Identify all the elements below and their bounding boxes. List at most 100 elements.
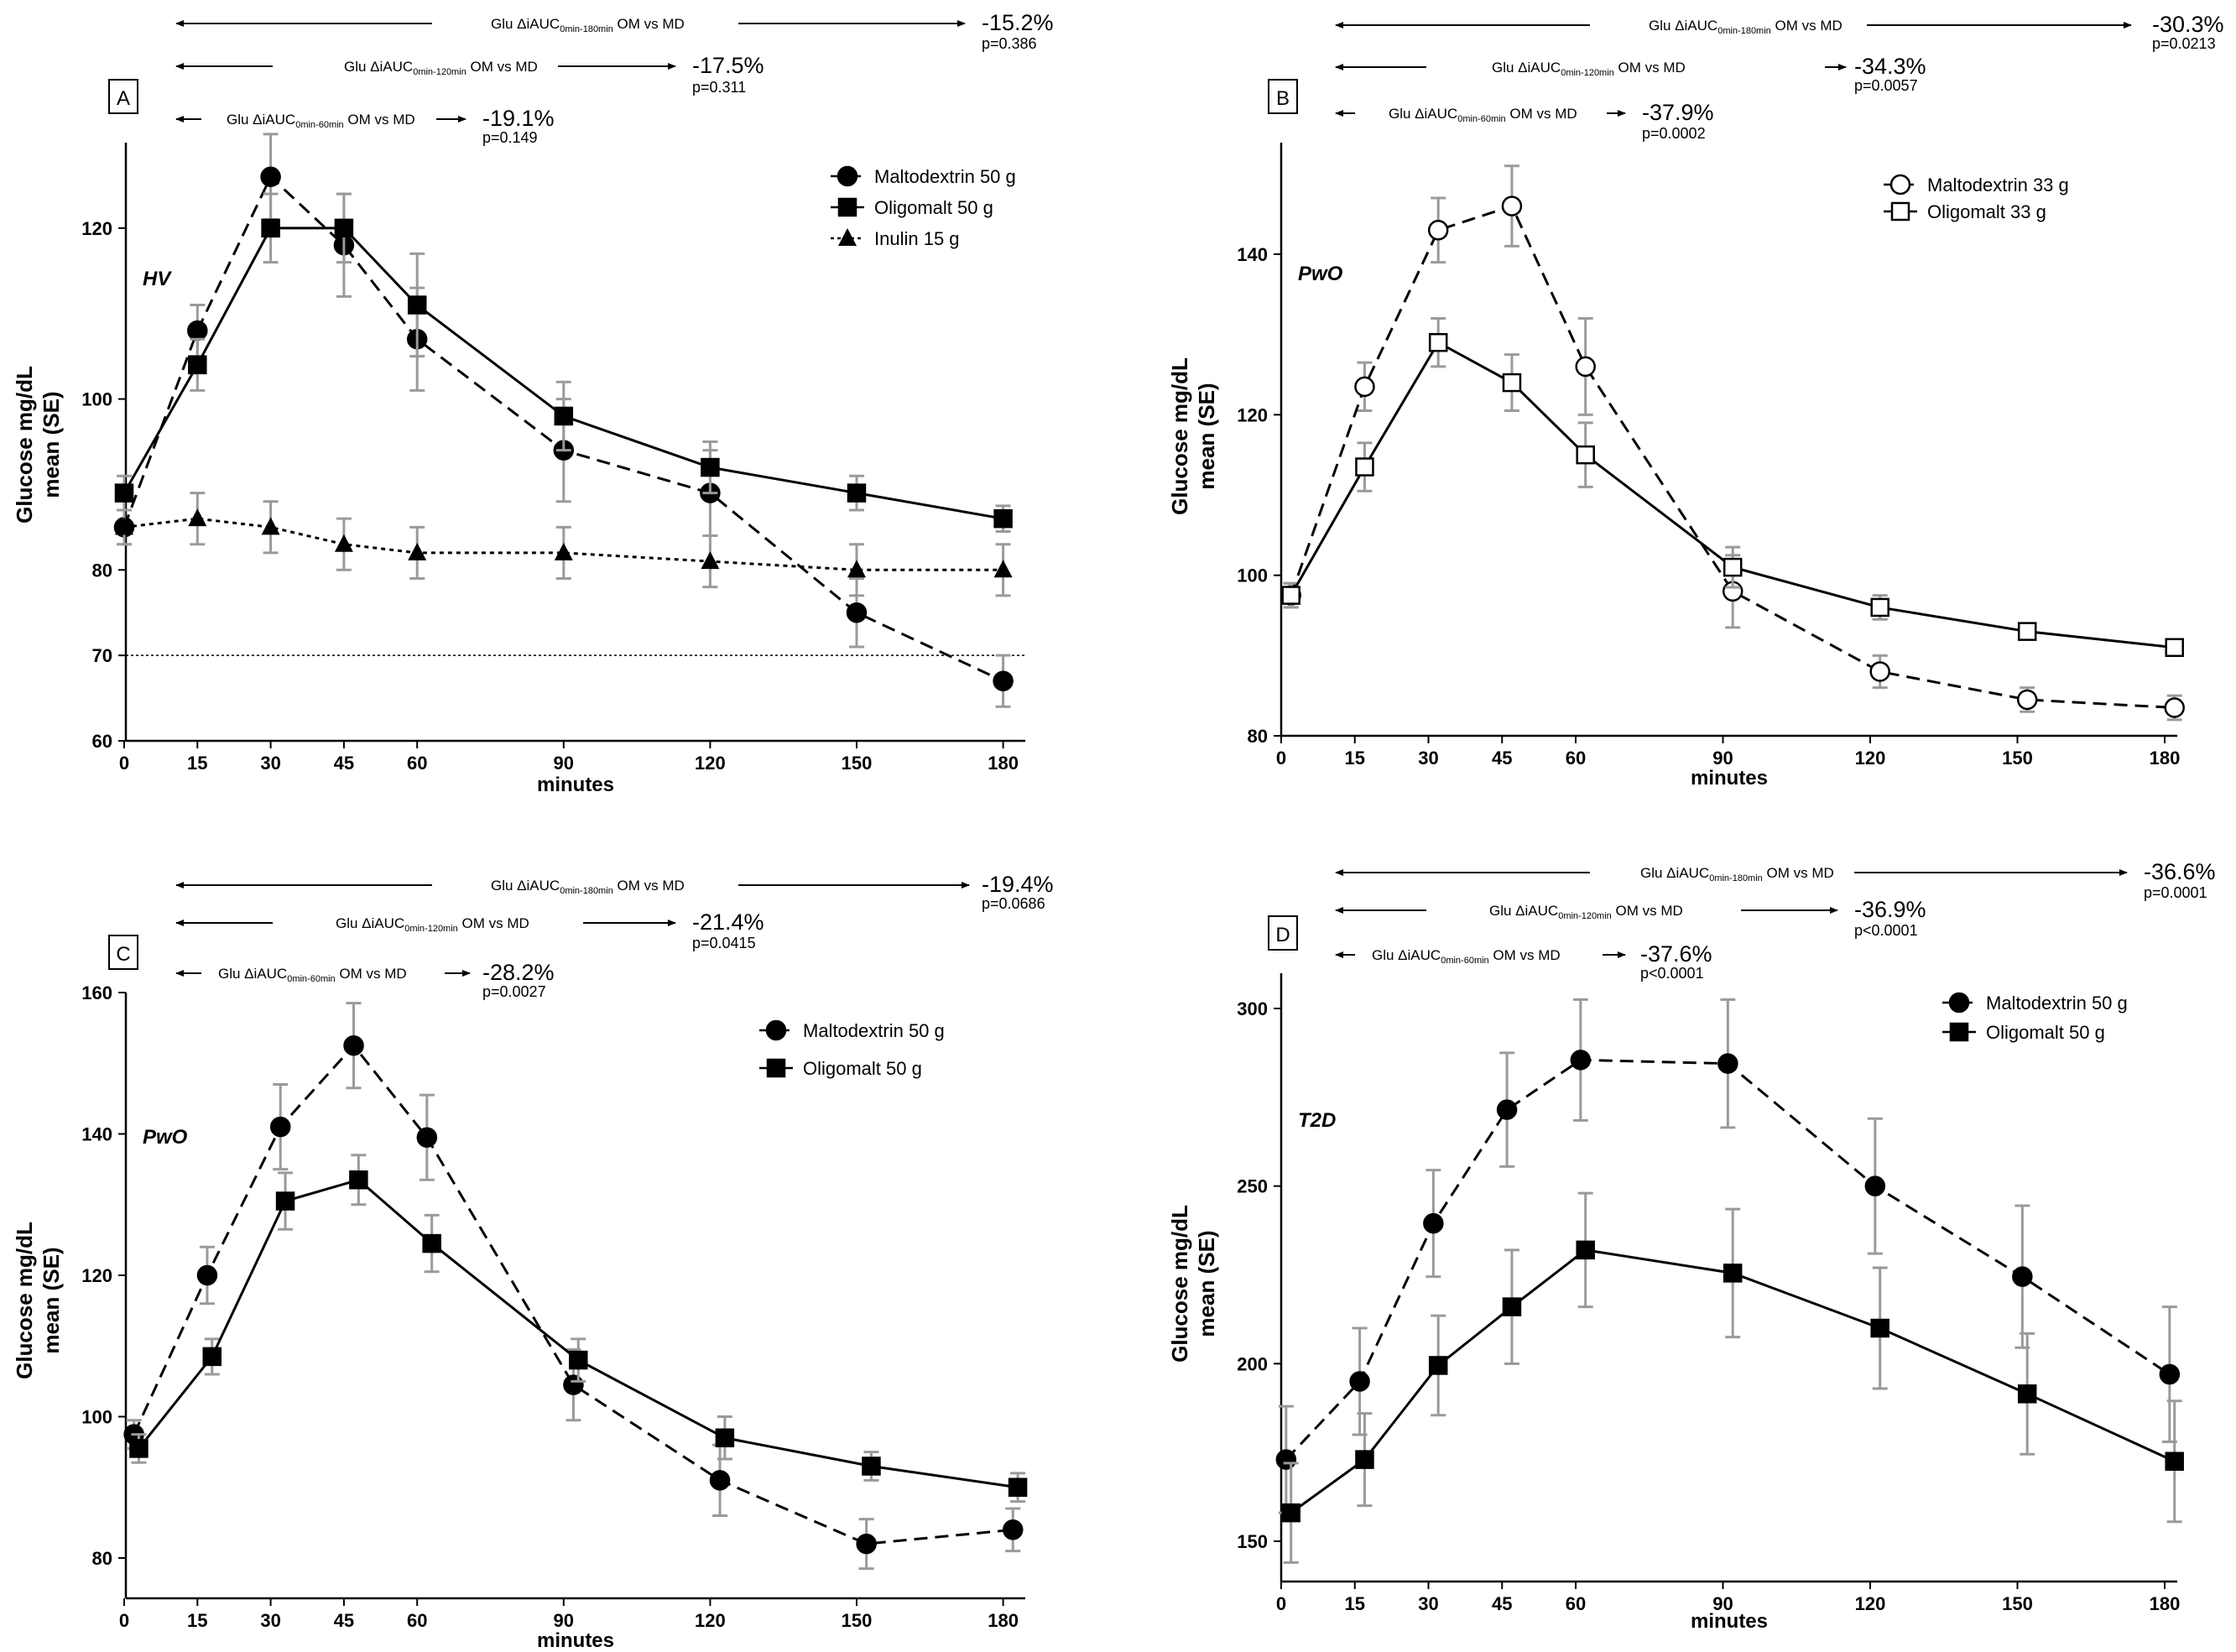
label-prefix: Glu ΔiAUC <box>491 16 560 32</box>
label-prefix: Glu ΔiAUC <box>344 59 413 75</box>
comparison-pct: -19.4% <box>982 872 1054 897</box>
data-point <box>1275 1449 1297 1470</box>
legend-item: Maltodextrin 50 g <box>1942 992 2128 1014</box>
data-point <box>1002 1519 1024 1540</box>
data-point <box>1281 586 1300 605</box>
data-point <box>1870 1318 1889 1338</box>
label-sub: 0min-180min <box>560 24 613 34</box>
data-point <box>2165 638 2184 658</box>
x-tick-label: 30 <box>260 1610 280 1631</box>
y-tick-label: 160 <box>81 982 112 1003</box>
y-tick-label: 300 <box>1237 998 1268 1019</box>
y-axis-label-line2: mean (SE) <box>1194 383 1219 489</box>
data-point <box>1349 1371 1370 1392</box>
comparison-p: p=0.0002 <box>1642 125 1706 142</box>
comparison-p: p=0.386 <box>982 35 1037 52</box>
data-point <box>1281 1503 1300 1523</box>
comparison-p: p=0.311 <box>692 79 746 96</box>
legend-item: Oligomalt 50 g <box>1942 1022 2105 1043</box>
data-point <box>1501 195 1523 216</box>
comparison-p: p<0.0001 <box>1854 922 1918 939</box>
comparison-0: Glu ΔiAUC0min-60min OM vs MD -37.6%p<0.00… <box>1335 941 1712 982</box>
label-prefix: Glu ΔiAUC <box>1372 947 1441 963</box>
comparison-pct: -19.1% <box>482 106 555 131</box>
panel-letter: C <box>116 943 130 966</box>
legend-label: Maltodextrin 33 g <box>1927 175 2069 195</box>
x-tick-label: 45 <box>334 753 354 774</box>
comparison-1: Glu ΔiAUC0min-120min OM vs MD -21.4%p=0.0… <box>175 909 764 951</box>
label-sub: 0min-60min <box>295 120 343 130</box>
x-tick-label: 60 <box>407 1610 427 1631</box>
comparison-p: p=0.0686 <box>982 895 1045 912</box>
data-point <box>114 483 134 503</box>
chart-panel-d: 0 15 30 45 60 90 120 150 180 150 200 250 300 minutes G… <box>1167 859 2216 1633</box>
data-point <box>1428 332 1448 352</box>
data-point <box>1575 356 1596 378</box>
data-point <box>993 508 1013 529</box>
label-suffix: OM vs MD <box>344 112 415 128</box>
data-point <box>261 517 280 535</box>
y-axis-label: Glucose mg/dLmean (SE) <box>1167 1205 1219 1363</box>
legend-marker <box>1948 992 1970 1014</box>
label-suffix: OM vs MD <box>1763 865 1834 881</box>
x-tick-label: 0 <box>1276 748 1286 769</box>
label-sub: 0min-180min <box>1709 873 1763 883</box>
comparison-pct: -34.3% <box>1854 54 1926 79</box>
series-line <box>133 1043 1014 1545</box>
data-point <box>416 1127 438 1148</box>
data-point <box>993 670 1014 691</box>
data-point <box>408 542 427 560</box>
comparison-label: Glu ΔiAUC0min-60min OM vs MD <box>1372 947 1561 966</box>
comparison-label: Glu ΔiAUC0min-180min OM vs MD <box>491 878 685 896</box>
data-point <box>715 1428 735 1448</box>
data-point <box>188 355 207 375</box>
comparison-p: p=0.0027 <box>482 983 546 1000</box>
comparison-2: Glu ΔiAUC0min-180min OM vs MD -36.6%p=0.0… <box>1335 859 2216 901</box>
y-tick-label: 80 <box>92 1548 112 1569</box>
data-point <box>2164 697 2185 718</box>
data-point <box>1355 457 1374 477</box>
data-point <box>343 1034 364 1056</box>
chart-panel-a: 0 15 30 45 60 90 120 150 180 60 70 80 100 120 minutes G… <box>12 10 1054 796</box>
label-sub: 0min-60min <box>1441 956 1488 966</box>
data-point <box>2016 689 2038 711</box>
label-suffix: OM vs MD <box>458 915 529 931</box>
label-sub: 0min-60min <box>287 974 335 984</box>
data-point <box>846 602 868 623</box>
y-tick-label: 100 <box>1237 565 1268 586</box>
label-prefix: Glu ΔiAUC <box>227 112 295 128</box>
label-suffix: OM vs MD <box>1506 106 1577 122</box>
x-tick-label: 45 <box>334 1610 354 1631</box>
series-2 <box>115 492 1013 597</box>
data-point <box>1576 445 1595 465</box>
panel-letter-box <box>1268 79 1298 114</box>
x-tick-label: 60 <box>407 753 427 774</box>
data-point <box>115 517 133 535</box>
legend-label: Oligomalt 33 g <box>1927 201 2046 222</box>
panel-letter: B <box>1276 87 1290 110</box>
y-tick-label: 120 <box>81 1265 112 1286</box>
comparison-pct: -36.6% <box>2144 859 2216 884</box>
x-tick-label: 120 <box>695 753 726 774</box>
legend-item: Oligomalt 50 g <box>759 1058 922 1079</box>
data-point <box>1008 1477 1028 1497</box>
y-tick-label: 80 <box>92 560 112 581</box>
data-point <box>1723 1264 1743 1283</box>
x-tick-label: 30 <box>260 753 280 774</box>
data-point <box>196 1264 218 1286</box>
x-tick-label: 180 <box>988 753 1019 774</box>
legend-marker <box>838 228 857 246</box>
data-point <box>1502 1297 1522 1316</box>
label-prefix: Glu ΔiAUC <box>1492 60 1561 76</box>
y-axis-label: Glucose mg/dLmean (SE) <box>1167 357 1219 515</box>
x-tick-label: 30 <box>1418 748 1438 769</box>
data-point <box>334 218 354 238</box>
legend-marker <box>1889 174 1911 195</box>
x-tick-label: 15 <box>187 753 207 774</box>
legend-item: Maltodextrin 50 g <box>759 1019 945 1041</box>
comparison-pct: -17.5% <box>692 53 764 78</box>
legend-label: Oligomalt 50 g <box>1986 1022 2105 1043</box>
comparison-pct: -37.6% <box>1640 941 1712 967</box>
y-tick-label: 100 <box>81 389 112 410</box>
